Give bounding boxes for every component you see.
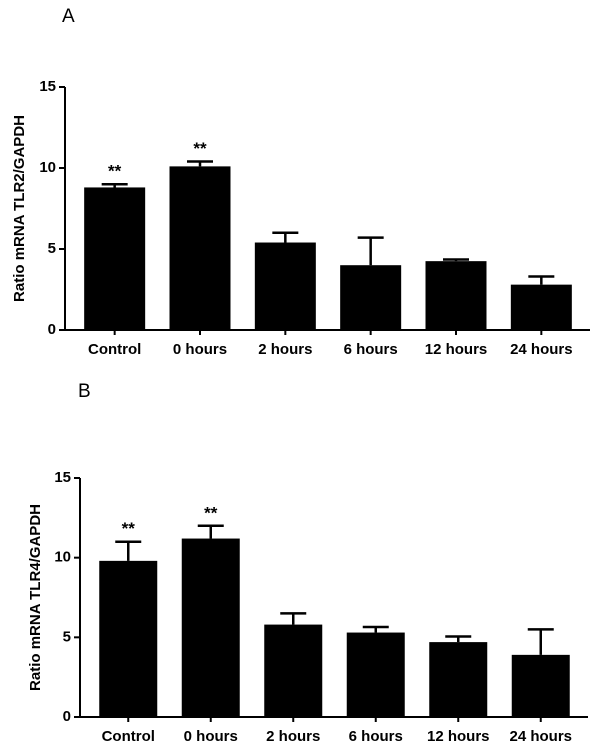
error-bar <box>197 524 224 539</box>
y-axis-label: Ratio mRNA TLR2/GAPDH <box>11 115 28 302</box>
error-bar <box>528 275 555 285</box>
error-bar <box>443 258 469 262</box>
bar <box>264 624 323 717</box>
bar <box>425 261 487 330</box>
y-tick-label: 5 <box>63 628 71 645</box>
x-tick-label: Control <box>102 728 155 745</box>
x-tick-label: 12 hours <box>427 728 490 745</box>
bar <box>84 187 146 330</box>
bar <box>511 654 570 717</box>
bar <box>181 538 240 717</box>
bar <box>169 166 231 330</box>
y-tick-label: 15 <box>39 78 56 95</box>
bar <box>99 560 158 717</box>
y-tick-label: 10 <box>39 159 56 176</box>
bar <box>510 284 572 330</box>
x-tick-label: 2 hours <box>266 728 320 745</box>
bar <box>429 642 488 717</box>
bar <box>346 632 405 717</box>
error-bar <box>101 182 128 188</box>
x-tick-label: 6 hours <box>344 341 398 358</box>
error-bar <box>272 231 299 243</box>
y-tick-label: 5 <box>48 240 56 257</box>
y-tick-label: 0 <box>63 708 71 725</box>
panel-label: B <box>78 381 91 402</box>
y-axis-label: Ratio mRNA TLR4/GAPDH <box>27 504 44 691</box>
x-tick-label: 0 hours <box>184 728 238 745</box>
x-tick-label: 6 hours <box>349 728 403 745</box>
x-tick-label: 0 hours <box>173 341 227 358</box>
error-bar <box>362 625 389 633</box>
annotation: ** <box>108 162 122 181</box>
x-tick-label: Control <box>88 341 141 358</box>
bar <box>340 265 402 330</box>
panel-label: A <box>62 6 75 27</box>
y-tick-label: 10 <box>54 549 71 566</box>
y-tick-label: 15 <box>54 469 71 486</box>
error-bar <box>357 236 384 266</box>
annotation: ** <box>204 503 218 522</box>
y-tick-label: 0 <box>48 321 56 338</box>
annotation: ** <box>122 519 136 538</box>
error-bar <box>187 160 213 167</box>
annotation: ** <box>193 139 207 158</box>
error-bar <box>527 628 554 655</box>
bar <box>254 242 316 330</box>
error-bar <box>445 635 472 643</box>
error-bar <box>280 612 307 625</box>
x-tick-label: 24 hours <box>509 728 572 745</box>
error-bar <box>115 540 142 561</box>
x-tick-label: 12 hours <box>425 341 488 358</box>
x-tick-label: 24 hours <box>510 341 573 358</box>
x-tick-label: 2 hours <box>258 341 312 358</box>
